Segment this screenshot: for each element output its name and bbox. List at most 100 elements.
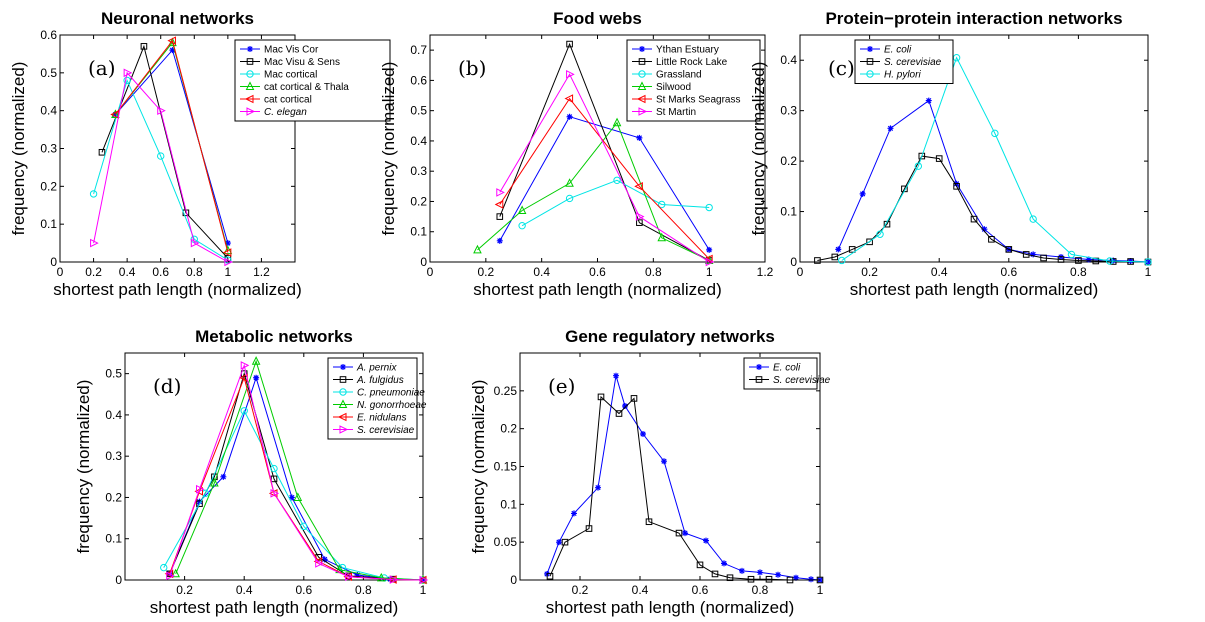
panel-5: Gene regulatory networks 0.2 0.4 0.6 0.8 1 0 0.… — [469, 327, 831, 617]
y-tick-label: 0.3 — [410, 164, 427, 178]
data-point — [171, 568, 180, 578]
series-line — [93, 78, 229, 261]
y-tick-label: 0.2 — [410, 194, 427, 208]
legend-marker — [637, 81, 647, 90]
data-point — [112, 111, 119, 118]
data-point — [816, 576, 824, 584]
x-tick-label: 0.2 — [176, 583, 193, 597]
data-point — [473, 244, 482, 254]
y-axis-label: frequency (normalized) — [469, 380, 488, 554]
y-tick-label: 0.25 — [494, 384, 518, 398]
data-point — [918, 152, 926, 160]
series-6 — [90, 68, 233, 267]
legend-marker — [867, 46, 873, 52]
series-line — [837, 99, 1149, 263]
panel-4: Metabolic networks 0.2 0.4 0.6 0.8 1 0 0.1 0.2 0.… — [74, 327, 429, 617]
data-point — [1075, 257, 1082, 264]
x-axis-label: shortest path length (normalized) — [850, 280, 1099, 299]
y-tick-label: 0 — [420, 255, 427, 269]
y-tick-label: 0.3 — [780, 104, 797, 118]
data-point — [1057, 256, 1065, 263]
legend-marker — [339, 388, 347, 396]
data-point — [615, 410, 623, 417]
data-point — [270, 475, 278, 483]
data-point — [808, 576, 814, 583]
data-point — [859, 190, 866, 197]
data-point — [640, 430, 646, 437]
data-point — [705, 257, 715, 267]
legend-marker — [247, 46, 253, 52]
data-point — [838, 256, 846, 265]
data-point — [613, 176, 621, 184]
series-line — [817, 155, 1149, 263]
data-point — [613, 372, 619, 379]
data-point — [546, 572, 554, 580]
data-point — [981, 226, 988, 233]
legend-entry: S. cerevisiae — [357, 425, 415, 436]
data-point — [196, 498, 203, 505]
data-point — [494, 200, 504, 209]
x-tick-label: 0.6 — [692, 583, 709, 597]
data-point — [786, 576, 794, 584]
data-point — [721, 560, 727, 567]
legend-entry: A. pernix — [356, 363, 397, 374]
series-line — [499, 116, 710, 251]
y-tick-label: 0.7 — [410, 43, 427, 57]
legend-marker — [755, 376, 763, 383]
data-point — [90, 238, 99, 248]
data-point — [210, 477, 219, 487]
y-tick-label: 0.4 — [105, 408, 122, 422]
x-tick-label: 0.8 — [355, 583, 372, 597]
legend-marker — [636, 94, 646, 104]
series-line — [93, 71, 229, 263]
data-point — [123, 76, 131, 85]
data-point — [1067, 250, 1076, 259]
legend-marker — [638, 107, 648, 116]
legend-entry: C. pneumoniae — [357, 388, 425, 399]
axes-box — [799, 34, 1149, 263]
series-2 — [814, 152, 1152, 266]
data-point — [1030, 251, 1037, 258]
y-tick-label: 0.1 — [40, 217, 57, 231]
data-point — [164, 569, 174, 579]
data-point — [270, 464, 278, 473]
data-point — [196, 484, 205, 494]
data-point — [835, 246, 842, 253]
data-point — [1127, 257, 1134, 264]
data-point — [1022, 251, 1030, 258]
data-point — [253, 374, 260, 381]
y-tick-label: 0.15 — [494, 460, 518, 474]
x-tick-label: 0 — [57, 265, 64, 279]
data-point — [566, 70, 575, 79]
x-tick-label: 1.2 — [253, 265, 270, 279]
legend-marker — [339, 376, 347, 383]
legend-entry: St Marks Seagrass — [656, 95, 740, 106]
data-point — [419, 575, 429, 585]
legend-marker — [866, 70, 874, 78]
legend-marker — [245, 81, 255, 90]
data-point — [496, 237, 503, 244]
legend-entry: Grassland — [656, 70, 702, 81]
x-tick-label: 0.6 — [589, 265, 606, 279]
x-tick-label: 1 — [1145, 265, 1152, 279]
data-point — [675, 529, 683, 537]
series-line — [546, 375, 821, 581]
x-tick-label: 0.2 — [85, 265, 102, 279]
data-point — [564, 94, 574, 103]
data-point — [914, 162, 923, 170]
legend-entry: Mac Visu & Sens — [264, 57, 340, 68]
data-point — [345, 572, 354, 582]
panel-letter: (e) — [548, 374, 575, 398]
data-point — [935, 155, 943, 162]
series-line — [477, 121, 710, 261]
legend-entry: S. cerevisiae — [884, 57, 942, 68]
data-point — [953, 183, 960, 190]
chart-title: Food webs — [553, 9, 642, 28]
series-4 — [111, 37, 233, 255]
legend-marker — [638, 58, 646, 65]
x-tick-label: 0.2 — [477, 265, 494, 279]
data-point — [300, 522, 308, 531]
data-point — [657, 232, 667, 242]
data-point — [496, 213, 504, 220]
